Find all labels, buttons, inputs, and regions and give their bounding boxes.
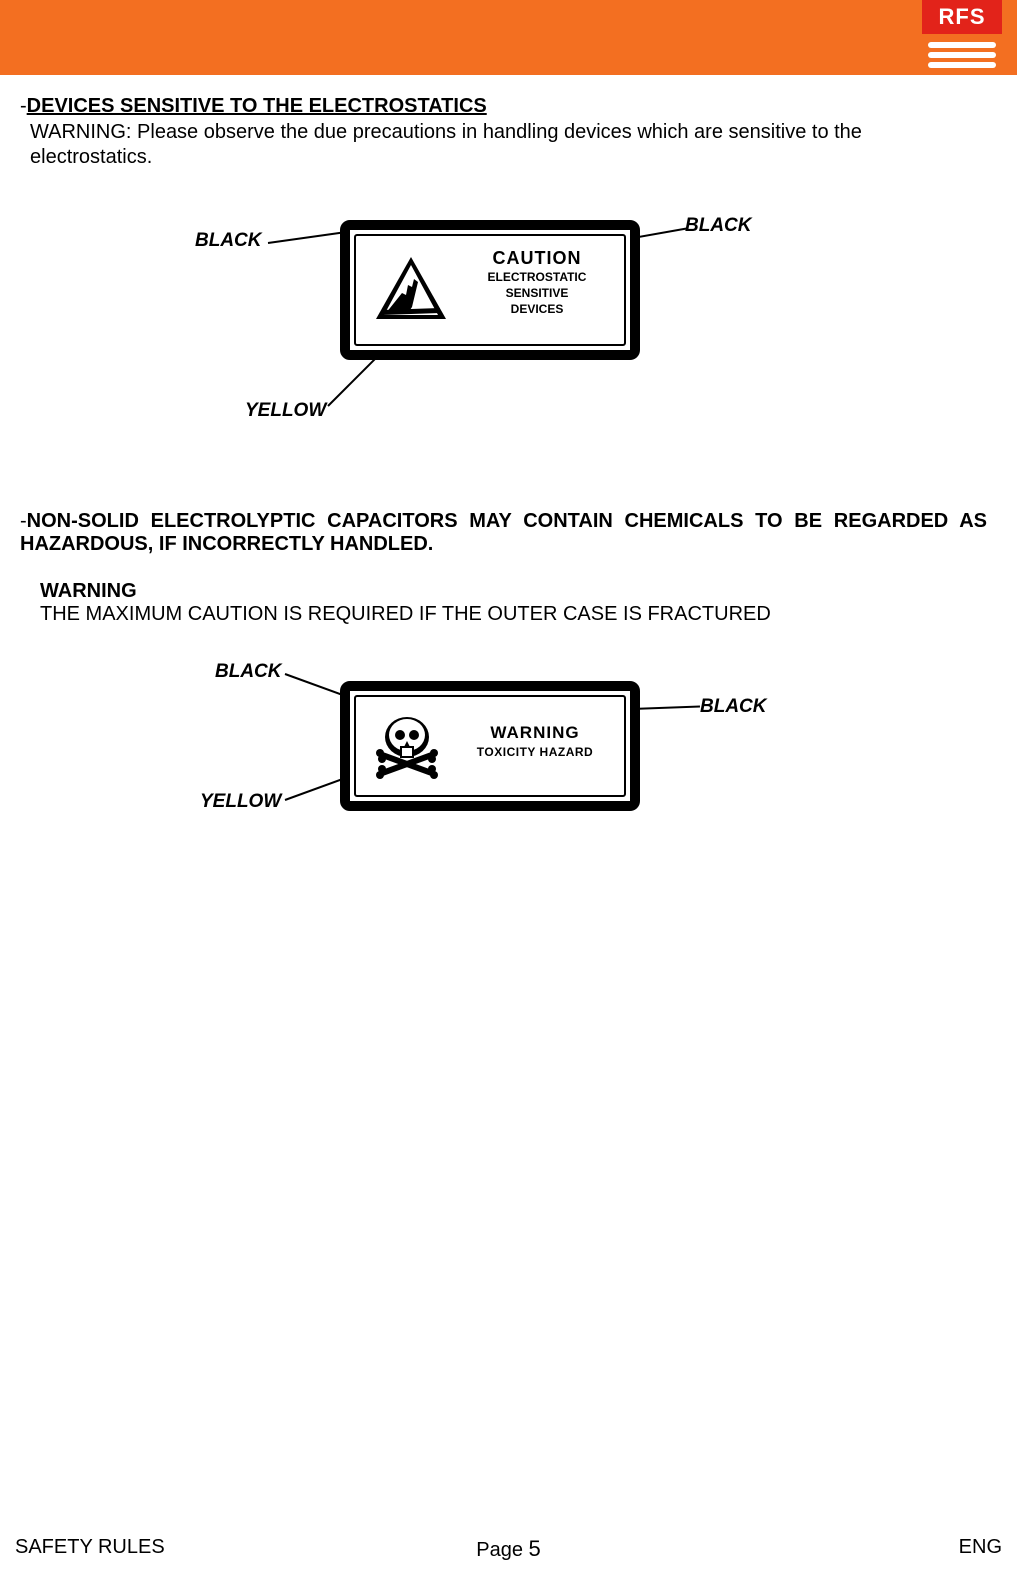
caution-text-block: CAUTION ELECTROSTATIC SENSITIVE DEVICES: [462, 248, 612, 316]
section-1: -DEVICES SENSITIVE TO THE ELECTROSTATICS…: [20, 95, 987, 170]
footer-center: Page 5: [15, 1536, 1002, 1562]
esd-triangle-icon: [372, 255, 450, 330]
section-1-body: WARNING: Please observe the due precauti…: [20, 120, 987, 170]
toxicity-diagram: BLACK BLACK YELLOW: [20, 651, 987, 901]
page: RFS -DEVICES SENSITIVE TO THE ELECTROSTA…: [0, 0, 1017, 1578]
label-black-right: BLACK: [700, 696, 767, 718]
caution-line2: SENSITIVE: [462, 287, 612, 301]
toxicity-warning-plate: WARNING TOXICITY HAZARD: [340, 681, 640, 811]
label-yellow: YELLOW: [200, 791, 281, 813]
section-1-title: DEVICES SENSITIVE TO THE ELECTROSTATICS: [27, 95, 487, 117]
warning-sub: TOXICITY HAZARD: [455, 745, 615, 759]
footer-page-prefix: Page: [476, 1539, 528, 1561]
logo-text: RFS: [922, 0, 1002, 34]
footer-page-number: 5: [529, 1536, 541, 1561]
warning-heading: WARNING: [40, 580, 987, 603]
warning-text: THE MAXIMUM CAUTION IS REQUIRED IF THE O…: [40, 603, 987, 626]
caution-title: CAUTION: [462, 248, 612, 269]
footer-right: ENG: [959, 1536, 1002, 1559]
page-footer: SAFETY RULES Page 5 ENG: [15, 1536, 1002, 1566]
logo: RFS: [922, 0, 1002, 75]
skull-crossbones-icon: [372, 711, 442, 788]
header-bar: [0, 0, 1017, 75]
section-2-body: WARNING THE MAXIMUM CAUTION IS REQUIRED …: [20, 580, 987, 626]
content-area: -DEVICES SENSITIVE TO THE ELECTROSTATICS…: [20, 95, 987, 901]
esd-diagram: BLACK BLACK YELLOW: [20, 200, 987, 460]
logo-waves-icon: [922, 34, 1002, 75]
section-2-title: -NON-SOLID ELECTROLYPTIC CAPACITORS MAY …: [20, 510, 987, 556]
label-black-left: BLACK: [195, 230, 262, 252]
warning-title: WARNING: [455, 723, 615, 743]
section-2-title-text: NON-SOLID ELECTROLYPTIC CAPACITORS MAY C…: [20, 510, 987, 555]
label-black-right: BLACK: [685, 215, 752, 237]
dash: -: [20, 95, 27, 117]
label-yellow: YELLOW: [245, 400, 326, 422]
esd-caution-plate: CAUTION ELECTROSTATIC SENSITIVE DEVICES: [340, 220, 640, 360]
caution-line1: ELECTROSTATIC: [462, 271, 612, 285]
dash: -: [20, 510, 27, 532]
leader-line: [630, 706, 700, 710]
label-black-left: BLACK: [215, 661, 282, 683]
warning-text-block: WARNING TOXICITY HAZARD: [455, 723, 615, 759]
caution-line3: DEVICES: [462, 303, 612, 317]
